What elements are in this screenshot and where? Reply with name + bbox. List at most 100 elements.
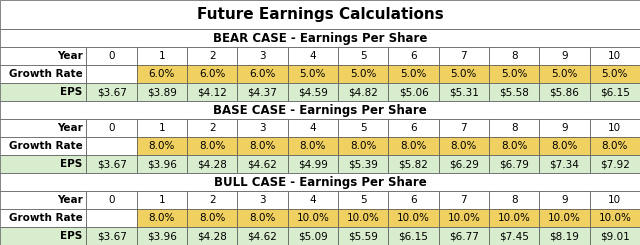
Text: 10.0%: 10.0% (347, 213, 380, 223)
Text: $8.19: $8.19 (550, 231, 579, 241)
Text: $5.39: $5.39 (348, 159, 378, 169)
Bar (0, 137, 86, 155)
Text: 8.0%: 8.0% (602, 141, 628, 151)
Text: 10.0%: 10.0% (397, 213, 430, 223)
Bar (338, 137, 388, 155)
Text: Growth Rate: Growth Rate (9, 213, 83, 223)
Bar (388, 65, 438, 83)
Text: $4.28: $4.28 (197, 231, 227, 241)
Bar (540, 47, 589, 65)
Text: 4: 4 (310, 195, 316, 205)
Bar (137, 191, 187, 209)
Text: $4.82: $4.82 (348, 87, 378, 97)
Text: 4: 4 (310, 51, 316, 61)
Bar (338, 209, 388, 227)
Text: Year: Year (57, 51, 83, 61)
Text: 8.0%: 8.0% (401, 141, 427, 151)
Bar (237, 155, 288, 173)
Bar (338, 227, 388, 245)
Text: $5.31: $5.31 (449, 87, 479, 97)
Bar (187, 191, 237, 209)
Bar (540, 209, 589, 227)
Bar (540, 137, 589, 155)
Text: $4.99: $4.99 (298, 159, 328, 169)
Text: 10: 10 (608, 123, 621, 133)
Text: 5.0%: 5.0% (501, 69, 527, 79)
Bar (237, 83, 288, 101)
Bar (489, 227, 540, 245)
Text: 5: 5 (360, 195, 367, 205)
Bar (137, 83, 187, 101)
Text: $3.67: $3.67 (97, 87, 127, 97)
Bar (388, 119, 438, 137)
Text: $6.15: $6.15 (600, 87, 630, 97)
Text: $3.67: $3.67 (97, 231, 127, 241)
Text: 6.0%: 6.0% (199, 69, 225, 79)
Bar (288, 137, 338, 155)
Bar (288, 209, 338, 227)
Bar (489, 119, 540, 137)
Bar (589, 209, 640, 227)
Text: 8: 8 (511, 195, 518, 205)
Bar (288, 119, 338, 137)
Bar (187, 155, 237, 173)
Bar (489, 47, 540, 65)
Text: $4.12: $4.12 (197, 87, 227, 97)
Text: EPS: EPS (60, 231, 83, 241)
Text: 6: 6 (410, 123, 417, 133)
Bar (86, 65, 137, 83)
Text: 10.0%: 10.0% (447, 213, 480, 223)
Bar (489, 137, 540, 155)
Bar (589, 65, 640, 83)
Bar (338, 83, 388, 101)
Bar (237, 191, 288, 209)
Text: 3: 3 (259, 123, 266, 133)
Bar (540, 155, 589, 173)
Bar (540, 227, 589, 245)
Text: $5.06: $5.06 (399, 87, 428, 97)
Bar (489, 65, 540, 83)
Bar (540, 65, 589, 83)
Text: 9: 9 (561, 51, 568, 61)
Bar (438, 65, 489, 83)
Bar (187, 65, 237, 83)
Text: BASE CASE - Earnings Per Share: BASE CASE - Earnings Per Share (213, 104, 427, 117)
Bar (0, 191, 86, 209)
Text: $3.67: $3.67 (97, 159, 127, 169)
Bar (338, 65, 388, 83)
Text: 8: 8 (511, 123, 518, 133)
Bar (137, 227, 187, 245)
Bar (86, 83, 137, 101)
Bar (237, 119, 288, 137)
Bar (0, 47, 86, 65)
Bar (0, 83, 86, 101)
Bar (388, 209, 438, 227)
Bar (589, 227, 640, 245)
Text: Growth Rate: Growth Rate (9, 141, 83, 151)
Text: 5.0%: 5.0% (451, 69, 477, 79)
Bar (540, 191, 589, 209)
Bar (0, 29, 640, 47)
Bar (137, 209, 187, 227)
Bar (438, 227, 489, 245)
Text: 1: 1 (159, 195, 165, 205)
Bar (438, 191, 489, 209)
Text: 10: 10 (608, 195, 621, 205)
Bar (438, 155, 489, 173)
Bar (438, 119, 489, 137)
Text: 7: 7 (461, 51, 467, 61)
Text: $4.62: $4.62 (248, 231, 278, 241)
Bar (237, 227, 288, 245)
Bar (187, 209, 237, 227)
Bar (288, 83, 338, 101)
Text: 8.0%: 8.0% (551, 141, 578, 151)
Text: $3.96: $3.96 (147, 159, 177, 169)
Bar (86, 209, 137, 227)
Text: Growth Rate: Growth Rate (9, 69, 83, 79)
Text: $9.01: $9.01 (600, 231, 630, 241)
Bar (86, 119, 137, 137)
Text: EPS: EPS (60, 87, 83, 97)
Bar (288, 65, 338, 83)
Bar (540, 83, 589, 101)
Bar (489, 155, 540, 173)
